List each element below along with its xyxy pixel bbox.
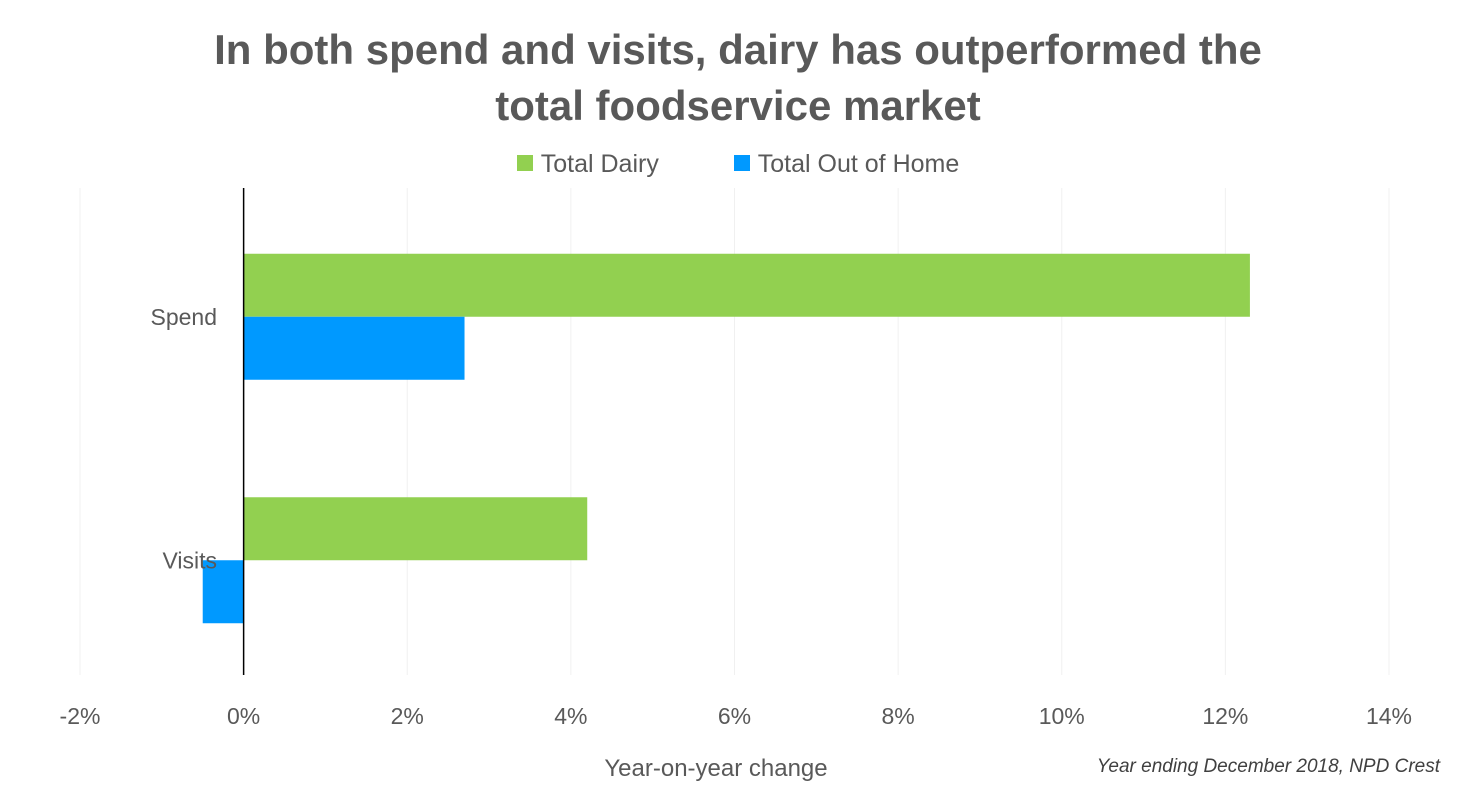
x-axis-title: Year-on-year change [604,755,827,782]
x-tick-label: 0% [227,703,260,729]
legend-item-total-out-of-home: Total Out of Home [733,150,960,179]
bar-visits-total-out-of-home [202,560,244,624]
bar-visits-total-dairy [243,497,588,561]
x-tick-label: 8% [882,703,915,729]
x-tick-label: 10% [1039,703,1085,729]
source-note: Year ending December 2018, NPD Crest [1096,756,1440,777]
bar-spend-total-out-of-home [243,316,465,380]
bar-spend-total-dairy [243,253,1250,317]
x-tick-label: 4% [554,703,587,729]
legend: Total Dairy Total Out of Home [0,150,1476,179]
y-category-label: Spend [150,304,217,330]
x-tick-label: 12% [1202,703,1248,729]
x-tick-label: -2% [60,703,101,729]
x-tick-label: 14% [1366,703,1412,729]
legend-label: Total Out of Home [757,150,960,178]
legend-swatch-total-out-of-home [733,155,750,172]
x-tick-label: 6% [718,703,751,729]
y-category-label: Visits [162,547,217,573]
legend-item-total-dairy: Total Dairy [516,150,659,179]
title-line-1: In both spend and visits, dairy has outp… [214,26,1262,73]
legend-label: Total Dairy [540,150,659,178]
chart-title: In both spend and visits, dairy has outp… [0,22,1476,134]
legend-swatch-total-dairy [516,155,533,172]
title-line-2: total foodservice market [495,82,981,129]
x-tick-label: 2% [391,703,424,729]
